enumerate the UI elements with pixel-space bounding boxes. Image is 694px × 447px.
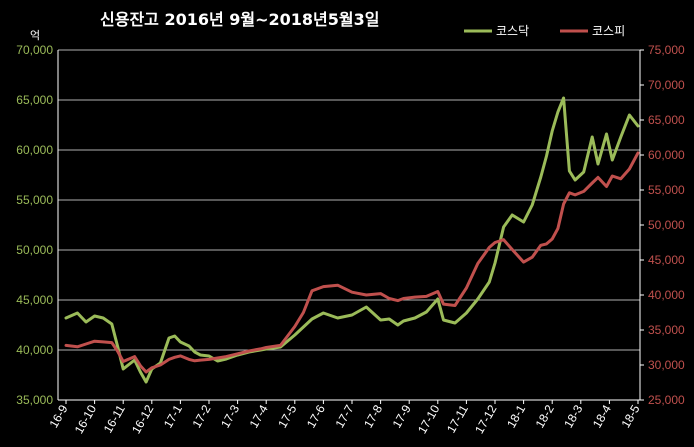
left-tick-label: 35,000 — [16, 393, 53, 407]
chart-title: 신용잔고 2016년 9월~2018년5월3일 — [100, 10, 380, 29]
right-tick-label: 50,000 — [648, 218, 685, 232]
left-axis-unit-label: 억 — [30, 29, 40, 42]
right-axis-ticks: 25,000 30,000 35,000 40,000 45,000 50,000 55,0… — [640, 43, 685, 407]
right-tick-label: 75,000 — [648, 43, 685, 57]
left-axis-ticks: 35,000 40,000 45,000 50,000 55,000 60,000 65,0… — [16, 43, 53, 407]
series-line-kospi — [64, 151, 640, 374]
series-line-kosdaq — [64, 96, 640, 384]
left-tick-label: 50,000 — [16, 243, 53, 257]
left-tick-label: 55,000 — [16, 193, 53, 207]
left-tick-label: 45,000 — [16, 293, 53, 307]
gridlines — [58, 49, 640, 351]
right-tick-label: 40,000 — [648, 288, 685, 302]
right-tick-label: 70,000 — [648, 78, 685, 92]
right-tick-label: 65,000 — [648, 113, 685, 127]
right-tick-label: 30,000 — [648, 358, 685, 372]
left-tick-label: 40,000 — [16, 343, 53, 357]
legend-label-kosdaq: 코스닥 — [496, 24, 529, 38]
legend: 코스닥 코스피 — [464, 24, 625, 38]
right-tick-label: 45,000 — [648, 253, 685, 267]
left-tick-label: 60,000 — [16, 143, 53, 157]
right-tick-label: 60,000 — [648, 148, 685, 162]
legend-label-kospi: 코스피 — [592, 24, 625, 38]
series-lines — [64, 96, 640, 384]
right-tick-label: 55,000 — [648, 183, 685, 197]
right-tick-label: 25,000 — [648, 393, 685, 407]
right-tick-label: 35,000 — [648, 323, 685, 337]
left-tick-label: 65,000 — [16, 93, 53, 107]
left-tick-label: 70,000 — [16, 43, 53, 57]
